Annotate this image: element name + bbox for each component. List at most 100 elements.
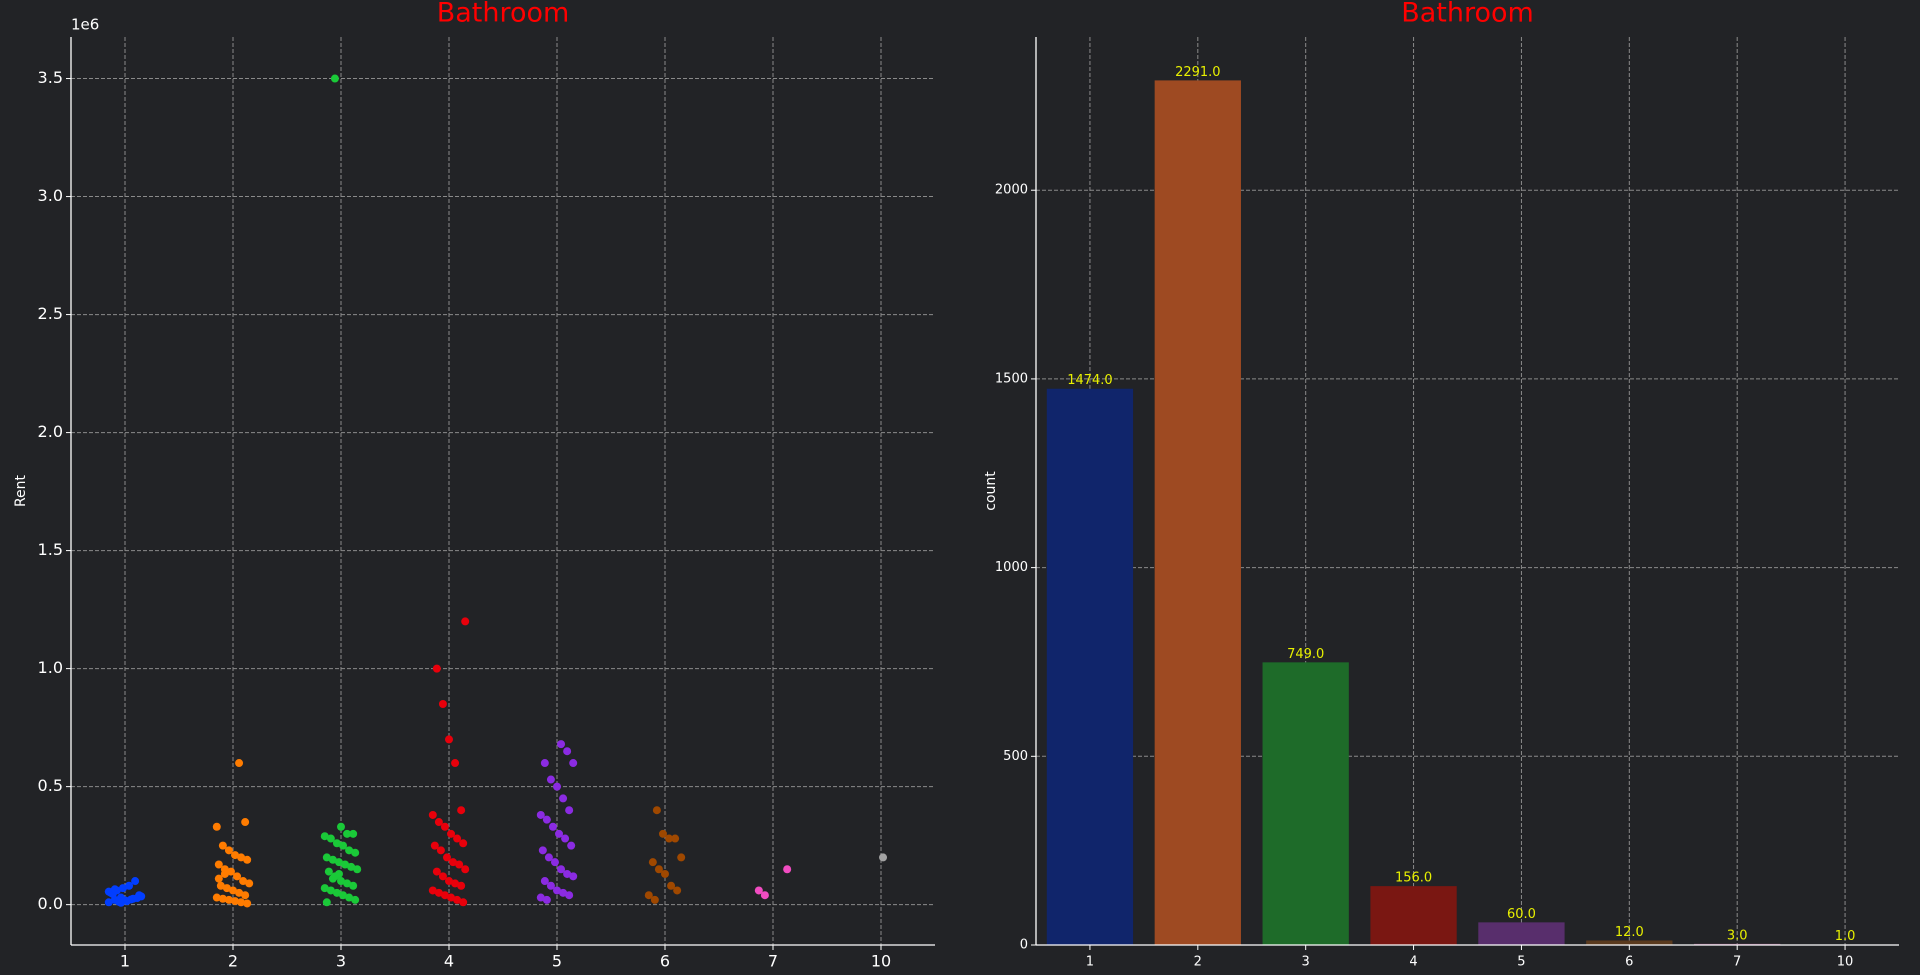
point (216, 881, 225, 890)
point (341, 860, 350, 869)
point (451, 879, 460, 888)
bar (1586, 940, 1673, 945)
point (542, 815, 551, 824)
point (332, 888, 341, 897)
point (131, 877, 140, 886)
point (548, 822, 557, 831)
point (546, 775, 555, 784)
y-tick-label: 2000 (995, 183, 1028, 198)
point (235, 888, 244, 897)
point (116, 898, 125, 907)
x-tick-label: 3 (336, 952, 346, 971)
point (229, 886, 237, 895)
point (658, 829, 667, 838)
point (451, 759, 460, 768)
point (214, 860, 223, 869)
point (324, 867, 333, 876)
point (237, 898, 246, 907)
point (440, 891, 449, 900)
point (557, 865, 566, 874)
point (665, 834, 674, 843)
point (428, 886, 437, 895)
point (110, 885, 119, 894)
point (347, 862, 356, 871)
y-tick-label: 0.5 (38, 776, 63, 795)
point (449, 858, 458, 867)
point (540, 877, 549, 886)
point (673, 886, 682, 895)
y-axis-label: Rent (13, 474, 29, 507)
point (760, 891, 769, 900)
y-tick-label: 1.5 (38, 540, 63, 559)
point (212, 893, 221, 902)
y-tick-label: 1500 (995, 371, 1028, 386)
point (231, 897, 240, 906)
y-tick-label: 1000 (995, 560, 1028, 575)
point (322, 853, 331, 862)
point (226, 867, 235, 876)
point (438, 700, 447, 709)
point (224, 846, 233, 855)
point (322, 898, 331, 907)
point (457, 881, 466, 890)
bar-value-label: 1474.0 (1067, 373, 1113, 388)
point (453, 834, 462, 843)
point (783, 865, 792, 874)
y-tick-label: 2.5 (38, 304, 63, 323)
point (351, 895, 360, 904)
point (343, 829, 352, 838)
point (239, 877, 248, 886)
point (343, 879, 352, 888)
point (430, 841, 439, 850)
point (879, 853, 888, 862)
point (544, 853, 553, 862)
x-tick-label: 4 (444, 952, 454, 971)
point (561, 834, 570, 843)
point (442, 853, 451, 862)
point (559, 888, 568, 897)
point (220, 869, 229, 878)
point (650, 895, 659, 904)
y-tick-label: 3.0 (38, 186, 63, 205)
point (337, 877, 345, 886)
bar-value-label: 60.0 (1507, 907, 1536, 922)
y-tick-label: 3.5 (38, 68, 63, 87)
point (432, 664, 441, 673)
point (326, 886, 335, 895)
x-tick-label: 1 (120, 952, 130, 971)
point (557, 740, 566, 749)
point (550, 858, 559, 867)
point (330, 74, 339, 83)
point (353, 865, 362, 874)
point (332, 839, 341, 848)
x-tick-label: 10 (1837, 955, 1854, 970)
point (233, 872, 242, 881)
point (542, 895, 551, 904)
point (326, 834, 335, 843)
bar (1262, 662, 1349, 945)
point (334, 858, 343, 867)
point (671, 834, 680, 843)
point (337, 822, 345, 831)
point (349, 829, 358, 838)
point (457, 806, 466, 815)
bar (1370, 886, 1457, 945)
point (434, 888, 443, 897)
point (212, 822, 221, 831)
point (218, 894, 227, 903)
point (455, 860, 464, 869)
point (243, 855, 252, 864)
point (345, 893, 354, 902)
point (569, 759, 578, 768)
point (345, 846, 354, 855)
point (320, 884, 329, 893)
point (349, 881, 358, 890)
point (667, 881, 676, 890)
point (540, 759, 549, 768)
point (328, 874, 337, 883)
point (133, 894, 142, 903)
point (459, 898, 468, 907)
point (536, 893, 545, 902)
point (565, 891, 574, 900)
